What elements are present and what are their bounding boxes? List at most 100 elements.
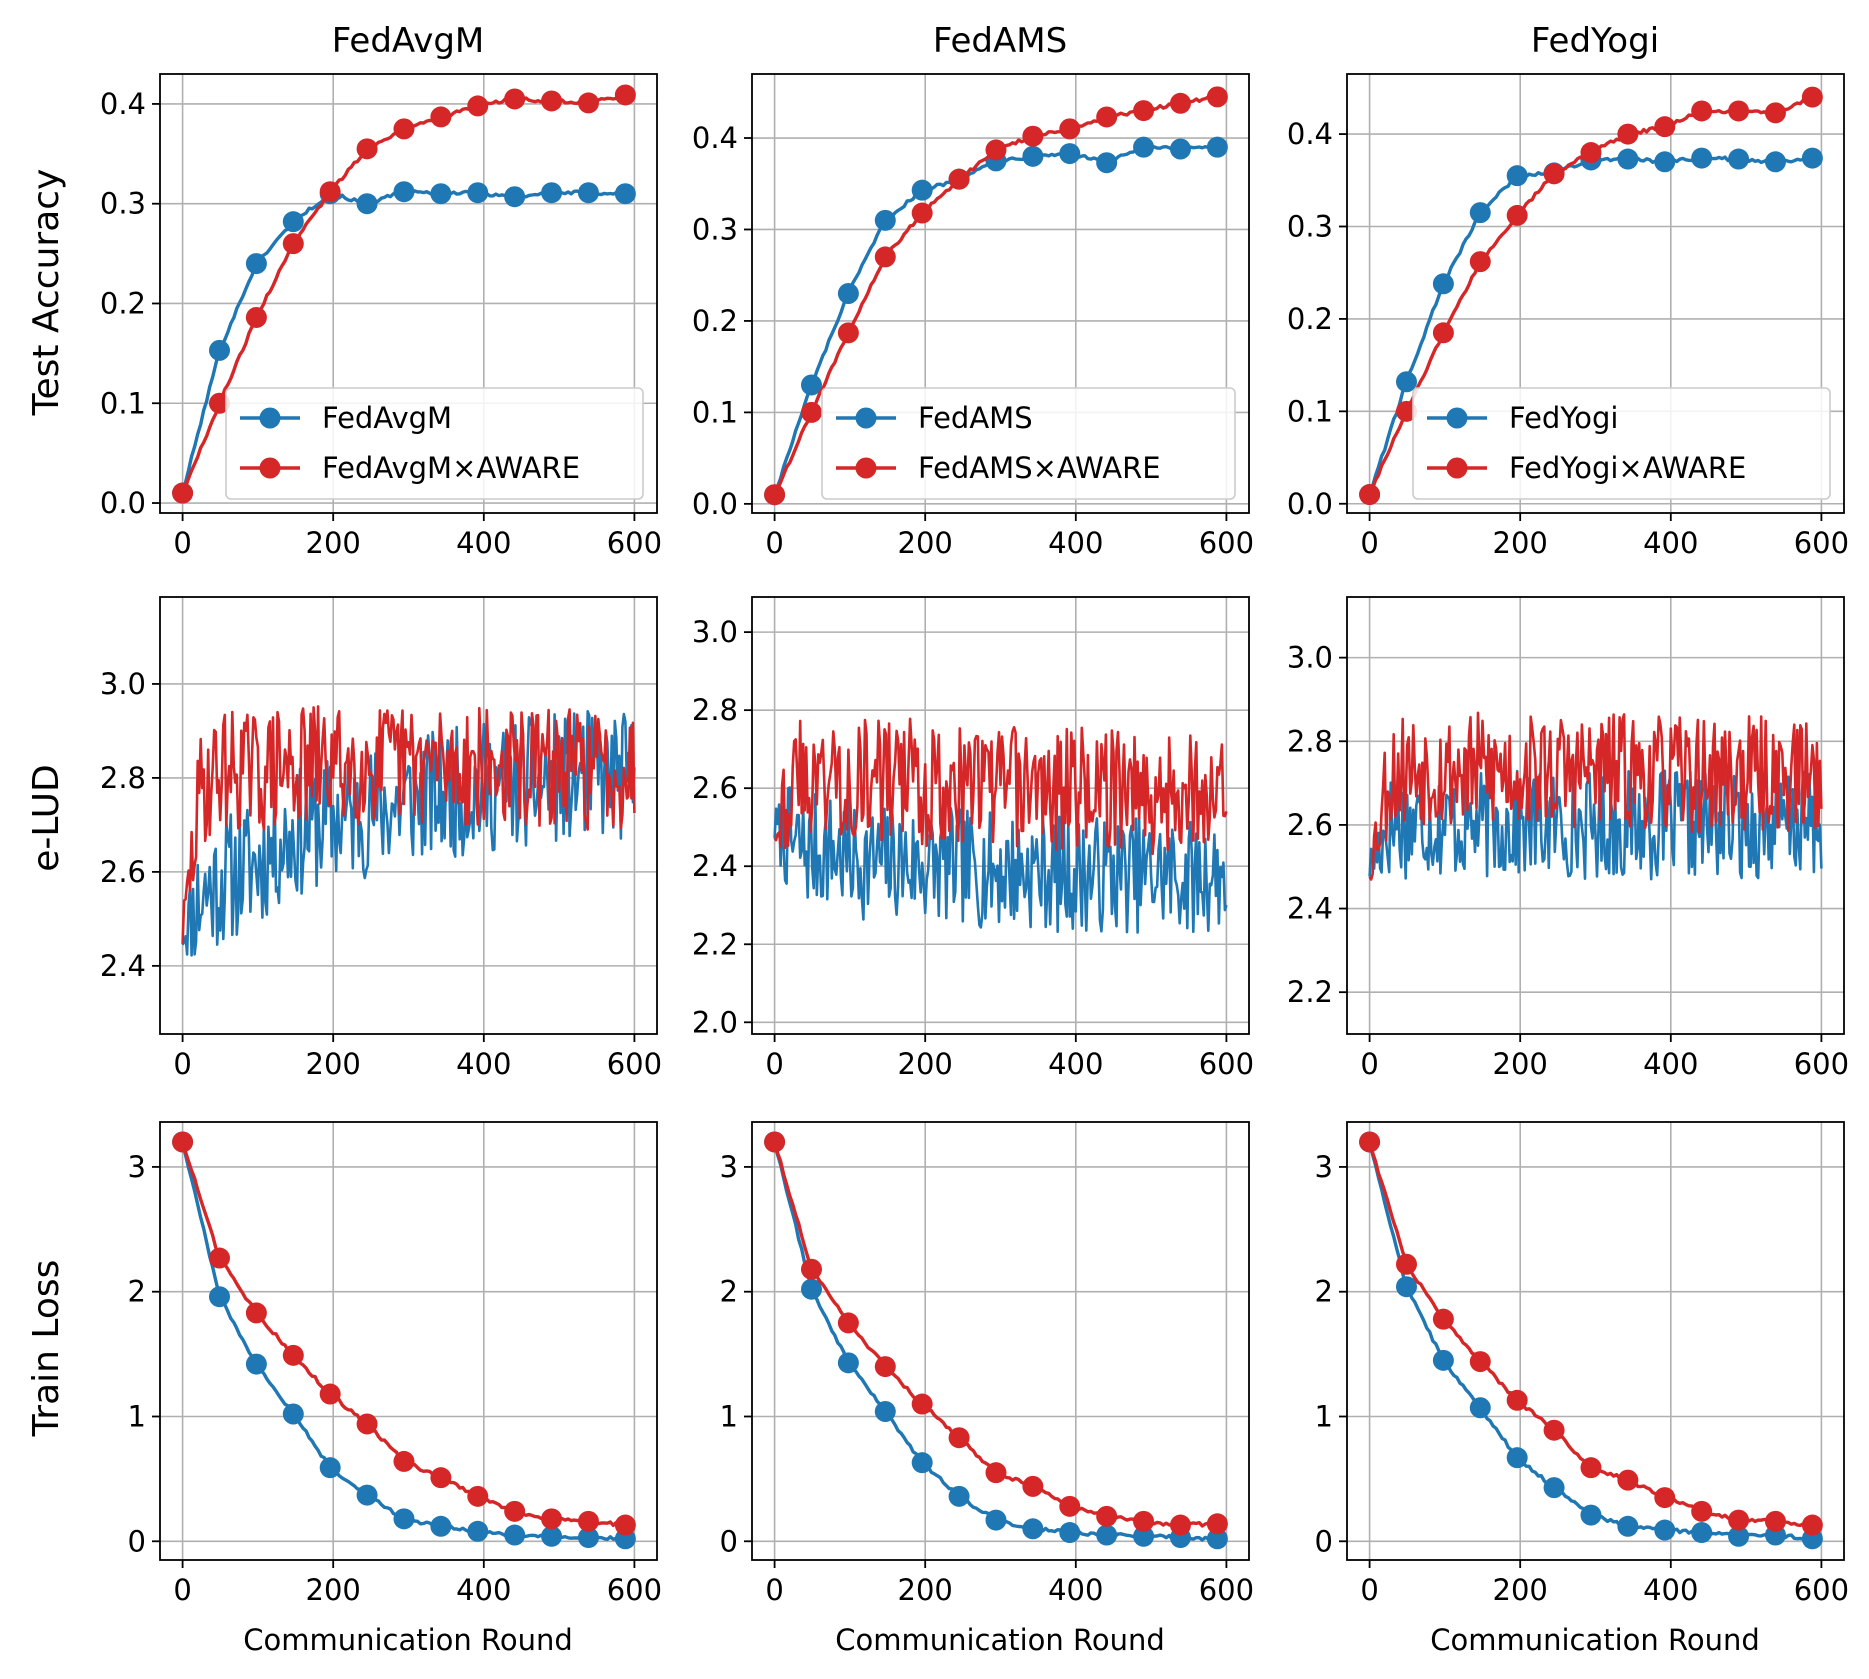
legend-marker [855,457,877,479]
series-point-fedams [911,1452,933,1474]
series-point-fedavgm-x-aware [467,95,489,117]
y-tick-label: 0 [720,1524,738,1558]
series-point-fedyogi-x-aware [1506,1389,1528,1411]
panel-accuracy-fedams: 0 200 400 600 0.0 0.1 0.2 0.3 0.4 FedAMS FedAMS×AW… [692,73,1254,560]
series-point-fedams [1169,138,1191,160]
x-tick-label: 0 [765,1047,783,1081]
x-tick-label: 200 [306,526,361,560]
series-point-fedavgm-x-aware [541,1508,563,1530]
x-tick-label: 0 [1360,1573,1378,1607]
series-point-fedavgm [430,1515,452,1537]
legend-label: FedAvgM [322,401,452,435]
x-tick-label: 0 [765,1573,783,1607]
series-point-fedams-x-aware [1059,1495,1081,1517]
y-tick-label: 0.0 [1287,487,1333,521]
series-point-fedyogi-x-aware [1395,400,1417,422]
y-tick-label: 3.0 [1287,641,1333,675]
series-point-fedyogi-x-aware [1691,1500,1713,1522]
x-tick-label: 400 [1643,1047,1698,1081]
series-point-fedams-x-aware [1133,1510,1155,1532]
series-point-fedams [800,1278,822,1300]
series-point-fedavgm-x-aware [504,1500,526,1522]
series-line-fedyogi [1368,769,1823,881]
series-point-fedams-x-aware [1022,125,1044,147]
x-tick-label: 600 [1794,1573,1849,1607]
series-point-fedavgm [393,181,415,203]
y-tick-label: 2 [720,1275,738,1309]
x-tick-label: 0 [1360,1047,1378,1081]
series-point-fedyogi [1801,147,1823,169]
series-point-fedams [1096,1524,1118,1546]
x-tick-label: 400 [1643,526,1698,560]
series-point-fedyogi-x-aware [1764,102,1786,124]
series-point-fedyogi [1469,1397,1491,1419]
series-point-fedams-x-aware [1096,106,1118,128]
legend: FedAvgM FedAvgM×AWARE [225,387,644,500]
series-point-fedavgm [245,253,267,275]
y-tick-label: 2.8 [100,761,146,795]
series-point-fedyogi [1691,1522,1713,1544]
series-point-fedyogi-x-aware [1801,86,1823,108]
y-tick-label: 2.6 [1287,808,1333,842]
series-point-fedams-x-aware [800,1258,822,1280]
panel-elud-fedavgm: 0 200 400 600 2.4 2.6 2.8 3.0 [100,596,662,1081]
series-point-fedyogi [1469,202,1491,224]
y-tick-label: 0.3 [100,187,146,221]
series-point-fedavgm [393,1508,415,1530]
series-point-fedams-x-aware [1133,100,1155,122]
x-tick-label: 600 [1199,1573,1254,1607]
y-tick-label: 0.4 [1287,117,1333,151]
y-tick-label: 0.3 [692,212,738,246]
series-point-fedyogi-x-aware [1543,163,1565,185]
series-point-fedavgm-x-aware [245,306,267,328]
series-point-fedyogi [1654,1519,1676,1541]
legend-label: FedAMS×AWARE [918,451,1161,485]
y-tick-label: 1 [1315,1399,1333,1433]
series-point-fedams [1022,145,1044,167]
series-point-fedavgm [541,182,563,204]
panel-elud-fedyogi: 0 200 400 600 2.2 2.4 2.6 2.8 3.0 [1287,596,1849,1081]
series-point-fedavgm-x-aware [208,392,230,414]
y-tick-label: 2.8 [1287,724,1333,758]
x-tick-label: 600 [1794,1047,1849,1081]
x-tick-label: 600 [607,1573,662,1607]
series-point-fedavgm [577,182,599,204]
y-tick-label: 3 [128,1150,146,1184]
series-point-fedams-x-aware [911,1393,933,1415]
series-point-fedavgm-x-aware [577,1510,599,1532]
x-tick-label: 600 [607,1047,662,1081]
series-point-fedyogi [1432,273,1454,295]
x-tick-label: 200 [306,1047,361,1081]
series-point-fedyogi-x-aware [1617,123,1639,145]
series-point-fedams [1059,143,1081,165]
axes-frame [159,1121,658,1561]
x-tick-label: 200 [898,1047,953,1081]
row-label-elud: e-LUD [26,764,67,871]
y-tick-label: 2.6 [100,855,146,889]
series-point-fedyogi [1728,1525,1750,1547]
y-tick-label: 0 [128,1524,146,1558]
series-point-fedavgm-x-aware [356,138,378,160]
y-tick-label: 3 [1315,1150,1333,1184]
series-point-fedams [1206,1528,1228,1550]
series-point-fedavgm [504,1524,526,1546]
axes-frame [1346,596,1845,1035]
series-point-fedams [948,1485,970,1507]
column-title-fedavgm: FedAvgM [332,21,485,61]
x-tick-label: 600 [1794,526,1849,560]
series-point-fedavgm [541,1525,563,1547]
row-label-train-loss: Train Loss [26,1260,67,1438]
y-tick-label: 2.6 [692,771,738,805]
series-point-fedavgm-x-aware [504,88,526,110]
series-line-fedavgm-x-aware [181,705,636,944]
series-point-fedams-x-aware [1096,1505,1118,1527]
series-point-fedams-x-aware [764,1131,786,1153]
series-point-fedams [874,1401,896,1423]
legend-marker [855,407,877,429]
series-point-fedyogi-x-aware [1359,1131,1381,1153]
series-point-fedyogi-x-aware [1432,1308,1454,1330]
legend-label: FedYogi [1509,401,1618,435]
series-point-fedavgm-x-aware [577,92,599,114]
series-point-fedyogi-x-aware [1543,1419,1565,1441]
series-point-fedams-x-aware [1206,1513,1228,1535]
